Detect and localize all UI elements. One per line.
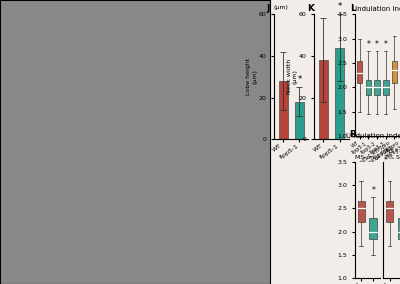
- Bar: [358, 201, 365, 222]
- Text: *: *: [338, 2, 342, 11]
- Text: *: *: [366, 40, 370, 49]
- Text: (μm): (μm): [274, 5, 289, 10]
- Bar: [374, 80, 380, 95]
- Title: Undulation index: Undulation index: [352, 7, 400, 12]
- Text: *: *: [384, 40, 388, 49]
- Text: Undulation index: Undulation index: [346, 133, 400, 139]
- Text: K: K: [307, 5, 314, 13]
- Bar: [366, 80, 371, 95]
- Bar: [386, 201, 393, 222]
- Text: *: *: [375, 40, 379, 49]
- Bar: [335, 47, 344, 139]
- Text: R: R: [349, 130, 356, 139]
- Bar: [392, 60, 397, 83]
- Bar: [295, 102, 304, 139]
- Text: L: L: [350, 5, 356, 13]
- Y-axis label: Lobe height
(μm): Lobe height (μm): [246, 58, 257, 95]
- Text: *: *: [297, 75, 302, 84]
- Bar: [383, 80, 388, 95]
- Bar: [357, 60, 362, 83]
- Text: *: *: [371, 186, 375, 195]
- Title: MS (+)
2% Suc: MS (+) 2% Suc: [384, 149, 400, 160]
- Y-axis label: Neck width
(μm): Neck width (μm): [287, 59, 298, 94]
- Bar: [278, 81, 288, 139]
- Bar: [398, 218, 400, 239]
- Bar: [319, 60, 328, 139]
- Title: MS only: MS only: [355, 155, 380, 160]
- Bar: [370, 218, 377, 239]
- Text: J: J: [266, 5, 270, 13]
